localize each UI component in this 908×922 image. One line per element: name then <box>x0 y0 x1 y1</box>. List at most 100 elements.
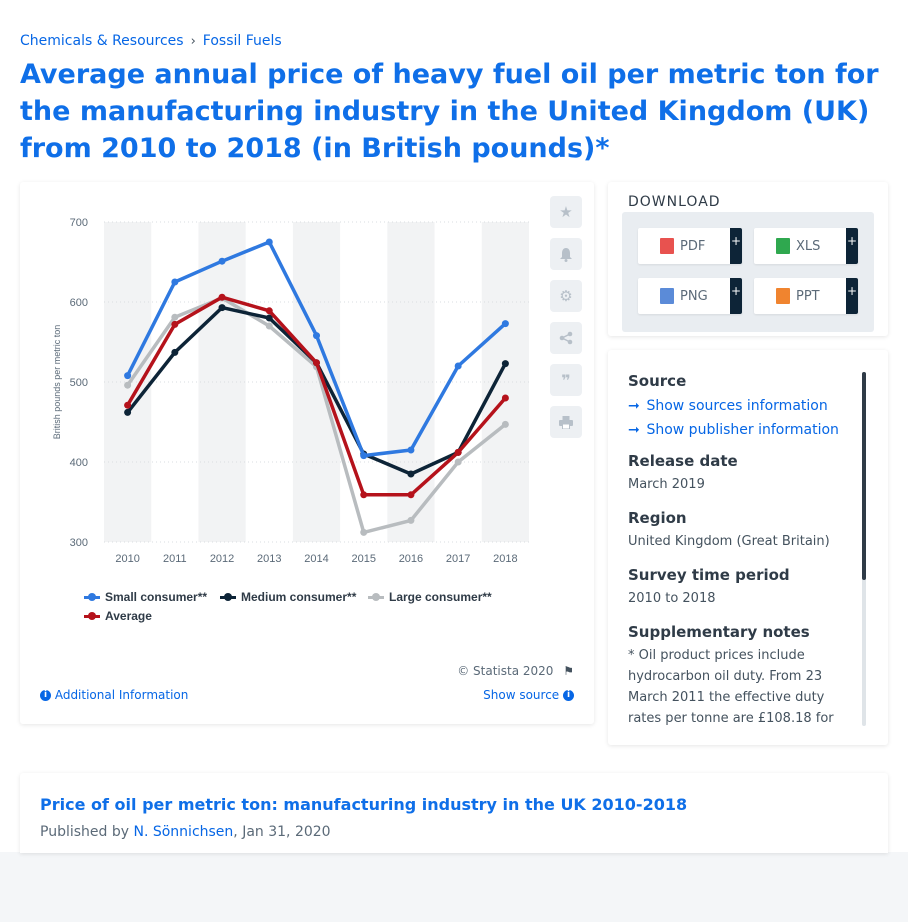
source-heading: Source <box>628 372 687 390</box>
flag-icon[interactable]: ⚑ <box>563 664 574 678</box>
additional-info-link[interactable]: i Additional Information <box>40 688 188 702</box>
legend-item[interactable]: Large consumer** <box>368 590 492 604</box>
y-tick-label: 600 <box>70 297 88 309</box>
data-point <box>501 394 509 402</box>
notification-button[interactable] <box>550 238 582 270</box>
x-tick-label: 2010 <box>115 553 139 565</box>
data-point <box>501 360 509 368</box>
data-point <box>360 528 368 536</box>
plot-band <box>198 222 246 542</box>
download-xls-button[interactable]: XLS + <box>754 228 858 264</box>
page-title: Average annual price of heavy fuel oil p… <box>20 59 879 164</box>
info-content: Source ➞ Show sources information ➞ Show… <box>628 372 858 743</box>
legend-item[interactable]: Small consumer** <box>84 590 207 604</box>
breadcrumb-separator: › <box>190 33 196 49</box>
star-icon: ★ <box>559 203 573 221</box>
data-point <box>265 314 273 322</box>
statista-credit: © Statista 2020 ⚑ <box>457 664 574 678</box>
png-file-icon <box>660 288 674 304</box>
data-point <box>265 307 273 315</box>
data-point <box>124 408 132 416</box>
quote-icon: ❞ <box>561 370 571 390</box>
scrollbar-thumb[interactable] <box>862 372 866 580</box>
y-tick-label: 500 <box>70 377 88 389</box>
data-point <box>360 452 368 460</box>
supplementary-notes-heading: Supplementary notes <box>628 623 810 641</box>
author-link[interactable]: N. Sönnichsen <box>133 824 234 840</box>
data-point <box>454 362 462 370</box>
share-button[interactable] <box>550 322 582 354</box>
y-tick-label: 400 <box>70 457 88 469</box>
data-point <box>407 446 415 454</box>
legend-label: Large consumer** <box>389 590 492 604</box>
data-point <box>501 320 509 328</box>
info-card: Source ➞ Show sources information ➞ Show… <box>608 350 888 745</box>
release-date-heading: Release date <box>628 452 738 470</box>
data-point <box>407 516 415 524</box>
data-point <box>501 420 509 428</box>
gear-icon: ⚙ <box>559 287 573 305</box>
download-pdf-button[interactable]: PDF + <box>638 228 742 264</box>
data-point <box>407 470 415 478</box>
region-heading: Region <box>628 509 687 527</box>
arrow-right-icon: ➞ <box>628 422 640 438</box>
legend-label: Average <box>105 609 152 623</box>
data-point <box>218 293 226 301</box>
download-box: PDF + XLS + PNG + PPT + <box>622 212 874 332</box>
line-chart: 300 400 500 600 700 2010 2011 2012 2013 2014 2015 2… <box>52 217 529 565</box>
data-point <box>171 320 179 328</box>
legend-symbol <box>84 592 100 601</box>
data-point <box>171 313 179 321</box>
chart-card: 300 400 500 600 700 2010 2011 2012 2013 2014 2015 2… <box>20 182 594 724</box>
print-button[interactable] <box>550 406 582 438</box>
arrow-right-icon: ➞ <box>628 398 640 414</box>
data-point <box>124 372 132 380</box>
cite-button[interactable]: ❞ <box>550 364 582 396</box>
breadcrumb-chemicals[interactable]: Chemicals & Resources <box>20 33 184 49</box>
breadcrumb: Chemicals & Resources › Fossil Fuels <box>20 33 282 49</box>
show-publisher-link[interactable]: ➞ Show publisher information <box>628 418 858 442</box>
breadcrumb-fossil-fuels[interactable]: Fossil Fuels <box>202 33 282 49</box>
info-icon: i <box>563 690 574 701</box>
legend-label: Small consumer** <box>105 590 208 604</box>
publication-title: Price of oil per metric ton: manufacturi… <box>40 795 688 814</box>
data-point <box>360 491 368 499</box>
settings-button[interactable]: ⚙ <box>550 280 582 312</box>
data-point <box>313 332 320 340</box>
download-card: DOWNLOAD PDF + XLS + PNG + PPT + <box>608 182 888 336</box>
x-tick-label: 2018 <box>493 553 517 565</box>
download-png-button[interactable]: PNG + <box>638 278 742 314</box>
x-tick-label: 2012 <box>210 553 234 565</box>
supplementary-notes-value: * Oil product prices include hydrocarbon… <box>628 648 834 726</box>
legend-item[interactable]: Medium consumer** <box>220 590 356 604</box>
data-point <box>124 401 132 409</box>
show-source-link[interactable]: Show source i <box>483 688 574 702</box>
data-point <box>407 491 415 499</box>
show-sources-link[interactable]: ➞ Show sources information <box>628 394 858 418</box>
release-date-value: March 2019 <box>628 477 705 492</box>
plot-band <box>481 222 529 542</box>
ppt-file-icon <box>776 288 790 304</box>
legend-label: Medium consumer** <box>241 590 357 604</box>
publication-card: Price of oil per metric ton: manufacturi… <box>20 773 888 853</box>
x-tick-label: 2013 <box>257 553 281 565</box>
plot-band <box>387 222 435 542</box>
data-point <box>218 257 226 265</box>
y-tick-label: 700 <box>70 217 88 229</box>
data-point <box>265 238 273 246</box>
legend-symbol <box>368 592 384 601</box>
bell-icon <box>560 247 572 262</box>
data-point <box>171 278 179 286</box>
data-point <box>171 348 179 356</box>
legend-symbol <box>84 611 100 620</box>
y-tick-label: 300 <box>70 537 88 549</box>
x-tick-label: 2011 <box>163 553 187 565</box>
legend-item[interactable]: Average <box>84 609 152 623</box>
region-value: United Kingdom (Great Britain) <box>628 534 830 549</box>
info-icon: i <box>40 690 51 701</box>
favorite-button[interactable]: ★ <box>550 196 582 228</box>
pdf-file-icon <box>660 238 674 254</box>
download-title: DOWNLOAD <box>628 194 721 210</box>
download-ppt-button[interactable]: PPT + <box>754 278 858 314</box>
y-axis-label: British pounds per metric ton <box>52 325 62 440</box>
